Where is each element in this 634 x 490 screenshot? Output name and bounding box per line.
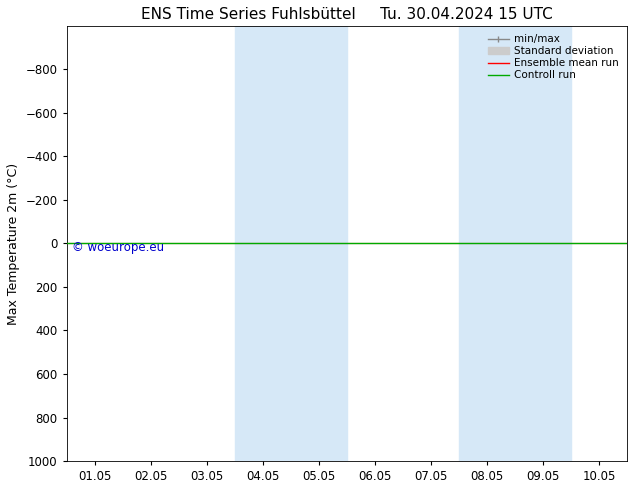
Bar: [235, 26, 291, 461]
Bar: [291, 26, 347, 461]
Legend: min/max, Standard deviation, Ensemble mean run, Controll run: min/max, Standard deviation, Ensemble me…: [485, 31, 622, 84]
Bar: [459, 26, 515, 461]
Title: ENS Time Series Fuhlsbüttel     Tu. 30.04.2024 15 UTC: ENS Time Series Fuhlsbüttel Tu. 30.04.20…: [141, 7, 553, 22]
Bar: [515, 26, 571, 461]
Y-axis label: Max Temperature 2m (°C): Max Temperature 2m (°C): [7, 162, 20, 324]
Text: © woeurope.eu: © woeurope.eu: [72, 241, 164, 254]
